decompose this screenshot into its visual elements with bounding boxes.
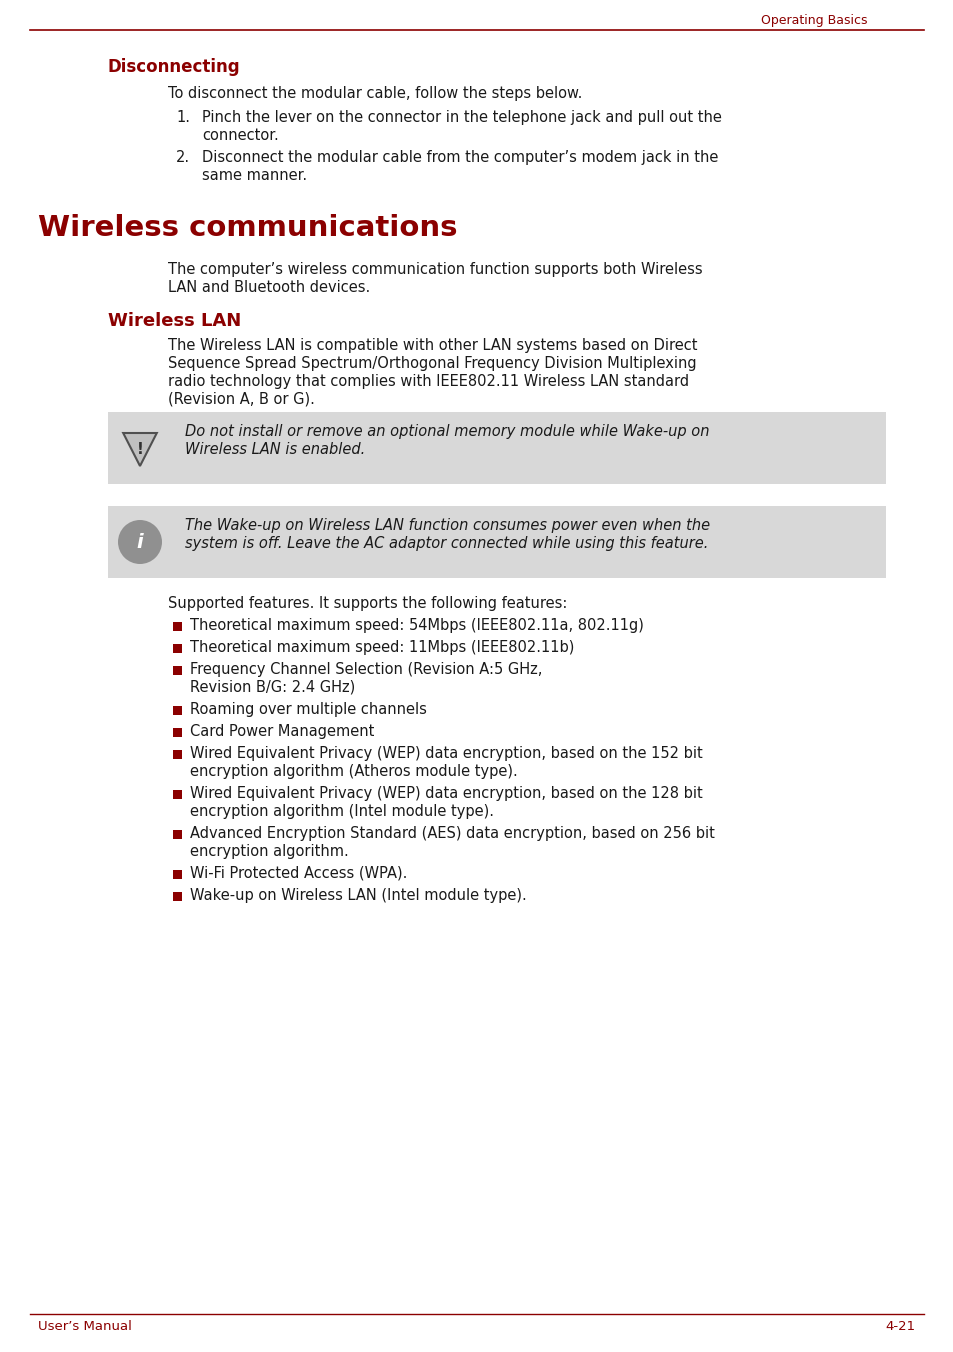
Text: Wireless LAN is enabled.: Wireless LAN is enabled. — [185, 442, 365, 457]
Text: Supported features. It supports the following features:: Supported features. It supports the foll… — [168, 596, 567, 611]
FancyBboxPatch shape — [172, 750, 182, 758]
Text: User’s Manual: User’s Manual — [38, 1320, 132, 1333]
Text: The Wake-up on Wireless LAN function consumes power even when the: The Wake-up on Wireless LAN function con… — [185, 518, 709, 533]
Text: 1.: 1. — [175, 110, 190, 124]
Text: same manner.: same manner. — [202, 168, 307, 183]
FancyBboxPatch shape — [108, 412, 885, 484]
Polygon shape — [123, 433, 156, 466]
Text: The Wireless LAN is compatible with other LAN systems based on Direct: The Wireless LAN is compatible with othe… — [168, 338, 697, 353]
Text: !: ! — [136, 442, 143, 457]
Ellipse shape — [118, 521, 162, 564]
Text: The computer’s wireless communication function supports both Wireless: The computer’s wireless communication fu… — [168, 262, 702, 277]
FancyBboxPatch shape — [172, 667, 182, 675]
FancyBboxPatch shape — [172, 830, 182, 840]
Text: Wired Equivalent Privacy (WEP) data encryption, based on the 152 bit: Wired Equivalent Privacy (WEP) data encr… — [190, 746, 702, 761]
Text: Pinch the lever on the connector in the telephone jack and pull out the: Pinch the lever on the connector in the … — [202, 110, 721, 124]
Text: Theoretical maximum speed: 54Mbps (IEEE802.11a, 802.11g): Theoretical maximum speed: 54Mbps (IEEE8… — [190, 618, 643, 633]
Text: Frequency Channel Selection (Revision A:5 GHz,: Frequency Channel Selection (Revision A:… — [190, 662, 542, 677]
Text: Wake-up on Wireless LAN (Intel module type).: Wake-up on Wireless LAN (Intel module ty… — [190, 888, 526, 903]
Text: Theoretical maximum speed: 11Mbps (IEEE802.11b): Theoretical maximum speed: 11Mbps (IEEE8… — [190, 639, 574, 654]
Text: radio technology that complies with IEEE802.11 Wireless LAN standard: radio technology that complies with IEEE… — [168, 375, 688, 389]
FancyBboxPatch shape — [108, 506, 885, 579]
Text: 2.: 2. — [175, 150, 190, 165]
Text: Advanced Encryption Standard (AES) data encryption, based on 256 bit: Advanced Encryption Standard (AES) data … — [190, 826, 714, 841]
Text: LAN and Bluetooth devices.: LAN and Bluetooth devices. — [168, 280, 370, 295]
Text: Do not install or remove an optional memory module while Wake-up on: Do not install or remove an optional mem… — [185, 425, 709, 439]
Text: 4-21: 4-21 — [885, 1320, 915, 1333]
Text: Sequence Spread Spectrum/Orthogonal Frequency Division Multiplexing: Sequence Spread Spectrum/Orthogonal Freq… — [168, 356, 696, 370]
Text: Wireless communications: Wireless communications — [38, 214, 457, 242]
Text: Disconnecting: Disconnecting — [108, 58, 240, 76]
Text: encryption algorithm (Intel module type).: encryption algorithm (Intel module type)… — [190, 804, 494, 819]
Text: encryption algorithm (Atheros module type).: encryption algorithm (Atheros module typ… — [190, 764, 517, 779]
Text: Roaming over multiple channels: Roaming over multiple channels — [190, 702, 426, 717]
Text: (Revision A, B or G).: (Revision A, B or G). — [168, 392, 314, 407]
Text: Revision B/G: 2.4 GHz): Revision B/G: 2.4 GHz) — [190, 680, 355, 695]
Text: Wired Equivalent Privacy (WEP) data encryption, based on the 128 bit: Wired Equivalent Privacy (WEP) data encr… — [190, 786, 702, 800]
FancyBboxPatch shape — [172, 727, 182, 737]
Text: Wireless LAN: Wireless LAN — [108, 312, 241, 330]
Text: connector.: connector. — [202, 128, 278, 143]
FancyBboxPatch shape — [172, 644, 182, 653]
Text: encryption algorithm.: encryption algorithm. — [190, 844, 349, 859]
Text: To disconnect the modular cable, follow the steps below.: To disconnect the modular cable, follow … — [168, 87, 581, 101]
Text: Wi-Fi Protected Access (WPA).: Wi-Fi Protected Access (WPA). — [190, 867, 407, 882]
Text: i: i — [136, 533, 143, 552]
FancyBboxPatch shape — [172, 706, 182, 715]
FancyBboxPatch shape — [172, 790, 182, 799]
Text: Operating Basics: Operating Basics — [760, 14, 867, 27]
Text: Card Power Management: Card Power Management — [190, 725, 374, 740]
Text: system is off. Leave the AC adaptor connected while using this feature.: system is off. Leave the AC adaptor conn… — [185, 535, 708, 552]
FancyBboxPatch shape — [172, 622, 182, 631]
FancyBboxPatch shape — [172, 892, 182, 900]
Text: Disconnect the modular cable from the computer’s modem jack in the: Disconnect the modular cable from the co… — [202, 150, 718, 165]
FancyBboxPatch shape — [172, 869, 182, 879]
